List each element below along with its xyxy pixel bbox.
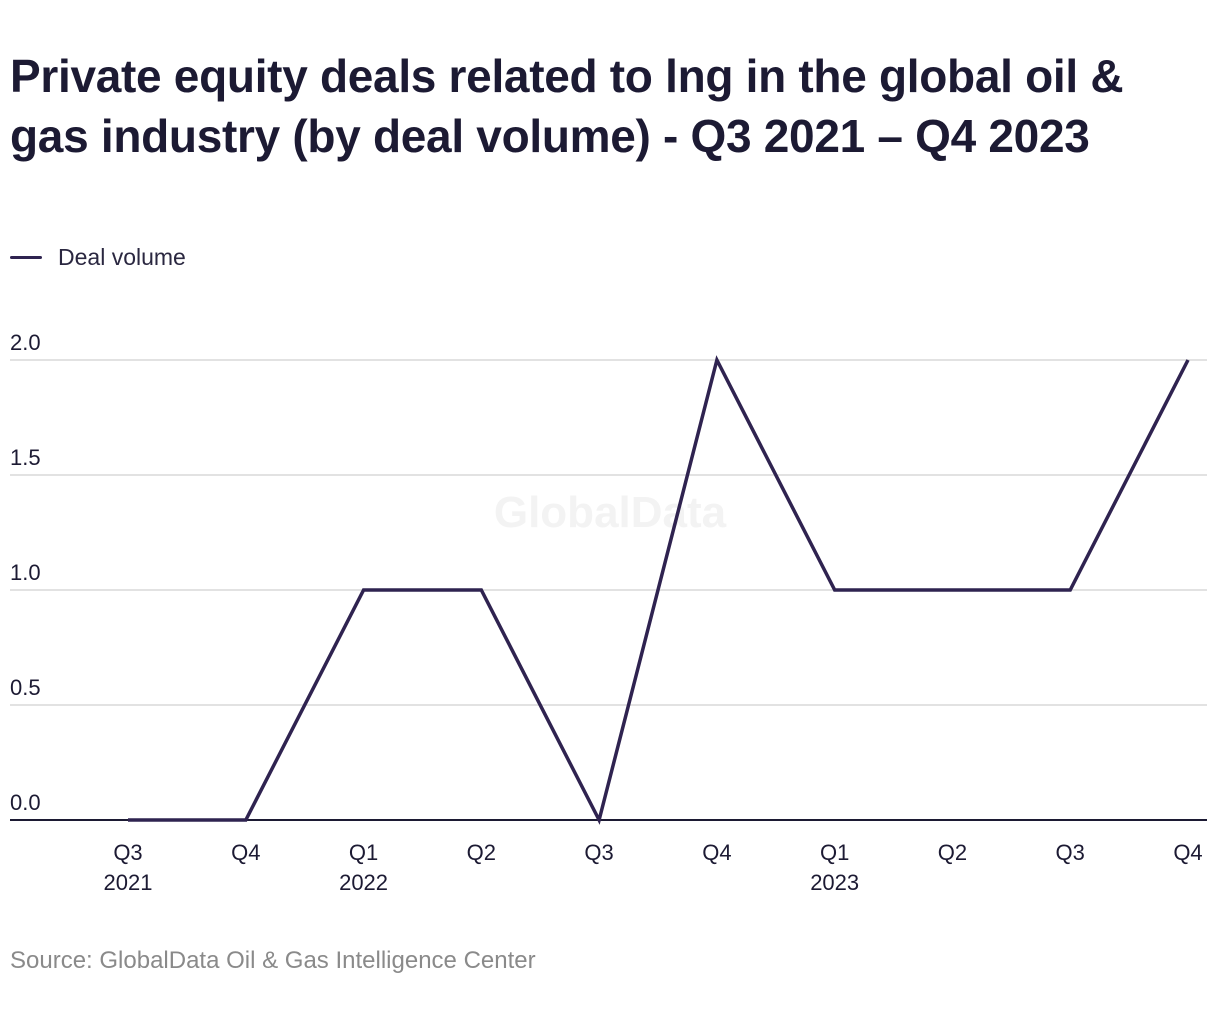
x-tick-label-year: 2022	[339, 870, 388, 895]
legend: Deal volume	[10, 243, 186, 271]
y-tick-label: 2.0	[10, 330, 41, 355]
x-tick-label-quarter: Q4	[702, 840, 731, 865]
x-tick-label-quarter: Q1	[349, 840, 378, 865]
legend-label-deal-volume: Deal volume	[58, 243, 186, 270]
x-tick-label-quarter: Q4	[231, 840, 260, 865]
y-tick-label: 1.5	[10, 445, 41, 470]
y-tick-label: 0.5	[10, 675, 41, 700]
source-note: Source: GlobalData Oil & Gas Intelligenc…	[10, 947, 536, 974]
x-tick-label-quarter: Q3	[1056, 840, 1085, 865]
watermark-group: GlobalData	[494, 488, 727, 537]
x-tick-label-year: 2021	[104, 870, 153, 895]
x-tick-label-quarter: Q2	[938, 840, 967, 865]
series-lines	[127, 355, 1190, 825]
series-line-deal-volume	[128, 355, 1190, 825]
x-tick-labels: Q3 2021 Q4 Q1 2022 Q2 Q3 Q4 Q1 2023 Q2 Q3 Q4	[104, 840, 1203, 895]
y-tick-label: 0.0	[10, 790, 41, 815]
x-tick-label-quarter: Q2	[467, 840, 496, 865]
x-tick-label-quarter: Q4	[1173, 840, 1202, 865]
x-tick-label-quarter: Q3	[113, 840, 142, 865]
x-tick-label-quarter: Q1	[820, 840, 849, 865]
y-tick-label: 1.0	[10, 560, 41, 585]
watermark-text: GlobalData	[494, 488, 727, 537]
legend-swatch-deal-volume	[10, 255, 42, 259]
y-tick-labels: 0.0 0.5 1.0 1.5 2.0	[10, 330, 41, 815]
x-tick-label-quarter: Q3	[584, 840, 613, 865]
chart-title: Private equity deals related to lng in t…	[10, 50, 1124, 162]
x-tick-label-year: 2023	[810, 870, 859, 895]
